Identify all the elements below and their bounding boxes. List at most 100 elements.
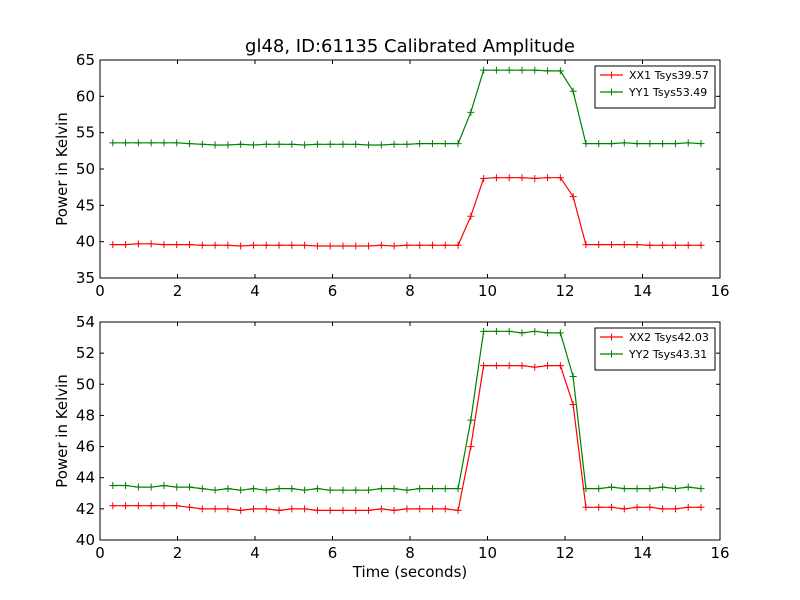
data-point <box>544 329 552 337</box>
data-point <box>492 66 500 74</box>
data-point <box>122 241 130 249</box>
y-tick-label: 54 <box>76 313 95 331</box>
data-point <box>480 174 488 182</box>
data-point <box>556 67 564 75</box>
data-point <box>492 327 500 335</box>
data-point <box>262 140 270 148</box>
data-point <box>109 241 117 249</box>
data-point <box>186 503 194 511</box>
data-point <box>659 140 667 148</box>
x-axis-label: Time (seconds) <box>352 563 468 581</box>
x-tick-label: 10 <box>478 544 497 562</box>
series-line-0 <box>112 177 701 247</box>
data-point <box>326 486 334 494</box>
data-point <box>633 241 641 249</box>
data-point <box>403 486 411 494</box>
y-tick-label: 48 <box>76 406 95 424</box>
data-point <box>390 140 398 148</box>
legend-marker <box>608 333 615 341</box>
data-point <box>454 485 462 493</box>
x-tick-label: 8 <box>405 282 415 300</box>
data-point <box>646 140 654 148</box>
data-point <box>339 486 347 494</box>
data-point <box>262 241 270 249</box>
data-point <box>531 363 539 371</box>
data-point <box>224 485 232 493</box>
data-point <box>377 485 385 493</box>
data-point <box>416 505 424 513</box>
data-point <box>671 241 679 249</box>
data-point <box>697 503 705 511</box>
legend-marker <box>608 88 615 96</box>
data-point <box>147 139 155 147</box>
data-point <box>441 485 449 493</box>
legend-marker <box>608 71 615 79</box>
y-tick-label: 40 <box>76 233 95 251</box>
data-point <box>198 241 206 249</box>
data-point <box>556 174 564 182</box>
data-point <box>582 140 590 148</box>
data-point <box>633 140 641 148</box>
y-tick-label: 35 <box>76 269 95 287</box>
data-point <box>326 506 334 514</box>
data-point <box>608 503 615 511</box>
data-point <box>301 241 309 249</box>
x-tick-label: 0 <box>95 282 105 300</box>
data-point <box>313 506 321 514</box>
data-point <box>671 485 679 493</box>
data-point <box>224 241 232 249</box>
data-point <box>684 483 692 491</box>
data-point <box>249 241 257 249</box>
data-point <box>684 503 692 511</box>
data-point <box>492 174 500 182</box>
data-point <box>122 139 130 147</box>
data-point <box>249 505 257 513</box>
data-point <box>633 503 641 511</box>
data-point <box>671 505 679 513</box>
data-point <box>109 482 117 489</box>
legend-marker <box>608 350 615 358</box>
data-point <box>505 174 513 182</box>
data-point <box>313 485 321 493</box>
data-point <box>390 485 398 493</box>
data-point <box>556 362 564 370</box>
data-point <box>467 108 475 116</box>
data-point <box>147 483 155 491</box>
data-point <box>582 503 590 511</box>
data-point <box>646 241 654 249</box>
data-point <box>109 502 117 510</box>
data-point <box>569 87 577 95</box>
data-point <box>288 485 296 493</box>
data-point <box>147 240 155 248</box>
data-point <box>390 242 398 250</box>
x-tick-label: 14 <box>633 282 652 300</box>
data-point <box>186 483 194 491</box>
data-point <box>569 401 577 409</box>
data-point <box>633 485 641 493</box>
y-tick-label: 65 <box>76 51 95 69</box>
data-point <box>186 241 194 249</box>
data-point <box>365 141 373 149</box>
x-tick-label: 6 <box>328 544 338 562</box>
data-point <box>467 212 475 220</box>
data-point <box>122 482 130 489</box>
x-tick-label: 6 <box>328 282 338 300</box>
data-point <box>339 140 347 148</box>
y-tick-label: 44 <box>76 469 95 487</box>
data-point <box>211 486 219 494</box>
data-point <box>173 502 181 510</box>
legend-entry-label: YY2 Tsys43.31 <box>628 348 707 361</box>
data-point <box>492 362 500 370</box>
data-point <box>288 241 296 249</box>
x-tick-label: 4 <box>250 544 260 562</box>
data-point <box>339 506 347 514</box>
data-point <box>659 483 667 491</box>
data-point <box>134 240 142 248</box>
data-point <box>403 140 411 148</box>
y-tick-label: 55 <box>76 124 95 142</box>
data-point <box>531 66 539 74</box>
legend-entry-label: YY1 Tsys53.49 <box>628 86 707 99</box>
data-point <box>198 140 206 148</box>
data-point <box>122 502 130 510</box>
